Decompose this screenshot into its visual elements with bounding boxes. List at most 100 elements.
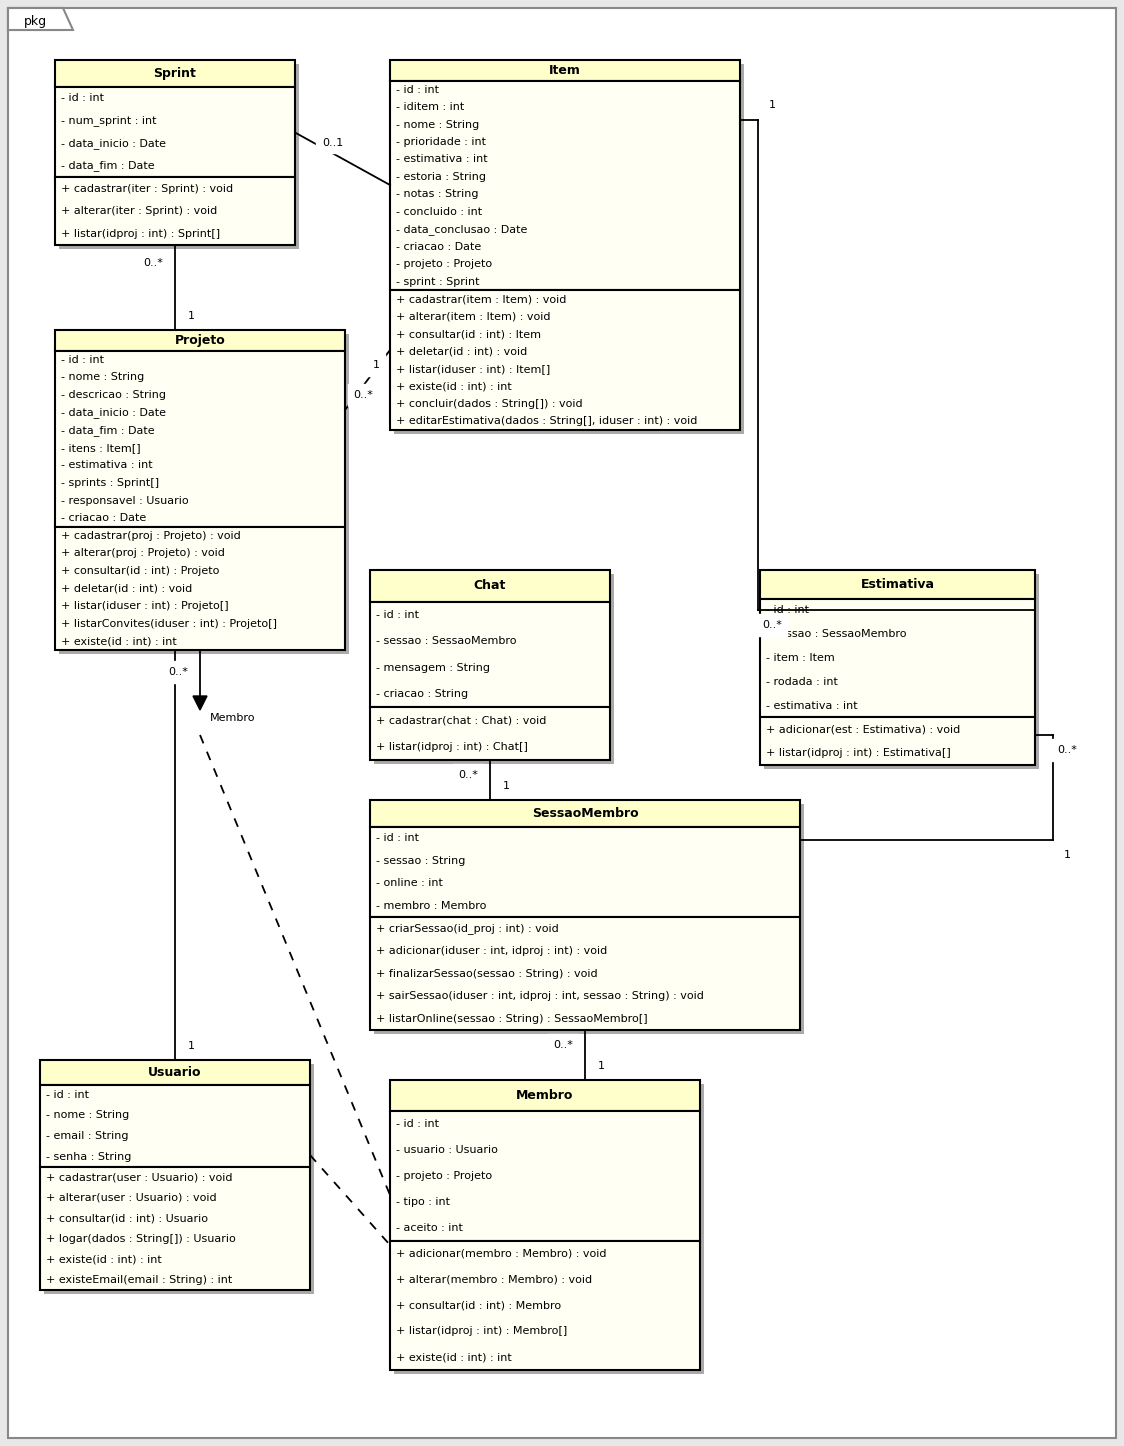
Bar [390, 1080, 700, 1111]
Text: 0..1: 0..1 [321, 137, 343, 147]
Text: - item : Item: - item : Item [765, 654, 835, 662]
Text: - id : int: - id : int [61, 354, 105, 364]
Text: 1: 1 [769, 100, 776, 110]
Text: + finalizarSessao(sessao : String) : void: + finalizarSessao(sessao : String) : voi… [377, 969, 598, 979]
Text: - prioridade : int: - prioridade : int [396, 137, 486, 147]
Text: + alterar(item : Item) : void: + alterar(item : Item) : void [396, 311, 551, 321]
Bar [370, 707, 610, 761]
Text: + cadastrar(item : Item) : void: + cadastrar(item : Item) : void [396, 294, 566, 304]
Text: - id : int: - id : int [396, 1119, 439, 1129]
Text: 0..*: 0..* [143, 257, 163, 268]
Text: Membro: Membro [210, 713, 255, 723]
Bar [40, 1084, 310, 1167]
Text: 1: 1 [188, 311, 194, 321]
Text: + alterar(membro : Membro) : void: + alterar(membro : Membro) : void [396, 1274, 592, 1284]
Text: + cadastrar(chat : Chat) : void: + cadastrar(chat : Chat) : void [377, 716, 546, 726]
Text: - estimativa : int: - estimativa : int [396, 155, 488, 165]
Text: + concluir(dados : String[]) : void: + concluir(dados : String[]) : void [396, 399, 582, 409]
Text: - concluido : int: - concluido : int [396, 207, 482, 217]
Text: + existeEmail(email : String) : int: + existeEmail(email : String) : int [46, 1275, 233, 1284]
Text: - senha : String: - senha : String [46, 1151, 132, 1161]
Text: + existe(id : int) : int: + existe(id : int) : int [61, 636, 176, 646]
Text: Chat: Chat [474, 580, 506, 593]
Text: 0..*: 0..* [459, 771, 478, 779]
Bar [370, 917, 800, 1030]
Bar [40, 1167, 310, 1290]
Bar [370, 800, 800, 827]
Text: + adicionar(membro : Membro) : void: + adicionar(membro : Membro) : void [396, 1248, 607, 1258]
Text: + cadastrar(proj : Projeto) : void: + cadastrar(proj : Projeto) : void [61, 531, 241, 541]
Bar [395, 64, 744, 434]
Text: - nome : String: - nome : String [61, 373, 144, 383]
Text: + deletar(id : int) : void: + deletar(id : int) : void [61, 584, 192, 593]
Text: - criacao : Date: - criacao : Date [61, 513, 146, 523]
Text: - responsavel : Usuario: - responsavel : Usuario [61, 496, 189, 506]
Text: - id : int: - id : int [46, 1090, 89, 1100]
Text: Sprint: Sprint [154, 67, 197, 80]
Text: - sessao : SessaoMembro: - sessao : SessaoMembro [377, 636, 517, 646]
Text: + existe(id : int) : int: + existe(id : int) : int [396, 382, 511, 392]
Text: - id : int: - id : int [377, 833, 419, 843]
Text: + listar(idproj : int) : Estimativa[]: + listar(idproj : int) : Estimativa[] [765, 748, 951, 758]
Bar [55, 351, 345, 526]
Text: Item: Item [549, 64, 581, 77]
Text: - membro : Membro: - membro : Membro [377, 901, 487, 911]
Text: pkg: pkg [24, 16, 46, 29]
Bar [390, 1111, 700, 1241]
Text: 1: 1 [1063, 850, 1070, 860]
Text: + consultar(id : int) : Projeto: + consultar(id : int) : Projeto [61, 565, 219, 576]
Text: - criacao : String: - criacao : String [377, 690, 468, 698]
Text: - iditem : int: - iditem : int [396, 103, 464, 113]
Text: + consultar(id : int) : Usuario: + consultar(id : int) : Usuario [46, 1213, 208, 1223]
Text: - mensagem : String: - mensagem : String [377, 662, 490, 672]
Polygon shape [193, 696, 207, 710]
Text: - itens : Item[]: - itens : Item[] [61, 442, 140, 453]
Text: - num_sprint : int: - num_sprint : int [61, 116, 156, 126]
Text: - projeto : Projeto: - projeto : Projeto [396, 1171, 492, 1181]
Text: + listarConvites(iduser : int) : Projeto[]: + listarConvites(iduser : int) : Projeto… [61, 619, 277, 629]
Text: - data_inicio : Date: - data_inicio : Date [61, 137, 166, 149]
Text: 1: 1 [372, 360, 380, 370]
Text: Membro: Membro [516, 1089, 573, 1102]
Text: - data_fim : Date: - data_fim : Date [61, 425, 155, 435]
Text: - id : int: - id : int [396, 85, 439, 94]
Text: + alterar(user : Usuario) : void: + alterar(user : Usuario) : void [46, 1193, 217, 1203]
Bar [55, 178, 294, 244]
Text: - nome : String: - nome : String [396, 120, 479, 130]
Text: + listar(idproj : int) : Chat[]: + listar(idproj : int) : Chat[] [377, 742, 528, 752]
Text: - notas : String: - notas : String [396, 189, 479, 200]
Text: - data_conclusao : Date: - data_conclusao : Date [396, 224, 527, 234]
Text: + sairSessao(iduser : int, idproj : int, sessao : String) : void: + sairSessao(iduser : int, idproj : int,… [377, 991, 704, 1001]
Text: + cadastrar(iter : Sprint) : void: + cadastrar(iter : Sprint) : void [61, 184, 233, 194]
Bar [44, 1064, 314, 1294]
Text: + consultar(id : int) : Membro: + consultar(id : int) : Membro [396, 1300, 561, 1310]
Text: + existe(id : int) : int: + existe(id : int) : int [396, 1352, 511, 1362]
Text: + logar(dados : String[]) : Usuario: + logar(dados : String[]) : Usuario [46, 1233, 236, 1244]
Text: - online : int: - online : int [377, 878, 443, 888]
Text: + adicionar(iduser : int, idproj : int) : void: + adicionar(iduser : int, idproj : int) … [377, 946, 607, 956]
Text: 0..*: 0..* [169, 667, 188, 677]
Text: - email : String: - email : String [46, 1131, 128, 1141]
Bar [374, 574, 614, 763]
Text: - estimativa : int: - estimativa : int [765, 700, 858, 710]
Text: - usuario : Usuario: - usuario : Usuario [396, 1145, 498, 1155]
Text: - tipo : int: - tipo : int [396, 1197, 450, 1207]
Text: 0..*: 0..* [1057, 745, 1077, 755]
Text: 0..*: 0..* [762, 620, 782, 630]
Bar [55, 87, 294, 178]
Text: + listar(idproj : int) : Membro[]: + listar(idproj : int) : Membro[] [396, 1326, 568, 1336]
Text: - estimativa : int: - estimativa : int [61, 460, 153, 470]
Bar [40, 1060, 310, 1084]
Text: - descricao : String: - descricao : String [61, 390, 166, 401]
Text: - sessao : String: - sessao : String [377, 856, 465, 866]
Text: + deletar(id : int) : void: + deletar(id : int) : void [396, 347, 527, 357]
Text: + alterar(proj : Projeto) : void: + alterar(proj : Projeto) : void [61, 548, 225, 558]
Bar [390, 291, 740, 429]
Text: Projeto: Projeto [174, 334, 226, 347]
Bar [760, 570, 1035, 599]
Text: - nome : String: - nome : String [46, 1111, 129, 1121]
Text: - criacao : Date: - criacao : Date [396, 241, 481, 252]
Text: + listarOnline(sessao : String) : SessaoMembro[]: + listarOnline(sessao : String) : Sessao… [377, 1014, 647, 1024]
Text: - sprint : Sprint: - sprint : Sprint [396, 276, 480, 286]
Text: - data_inicio : Date: - data_inicio : Date [61, 408, 166, 418]
